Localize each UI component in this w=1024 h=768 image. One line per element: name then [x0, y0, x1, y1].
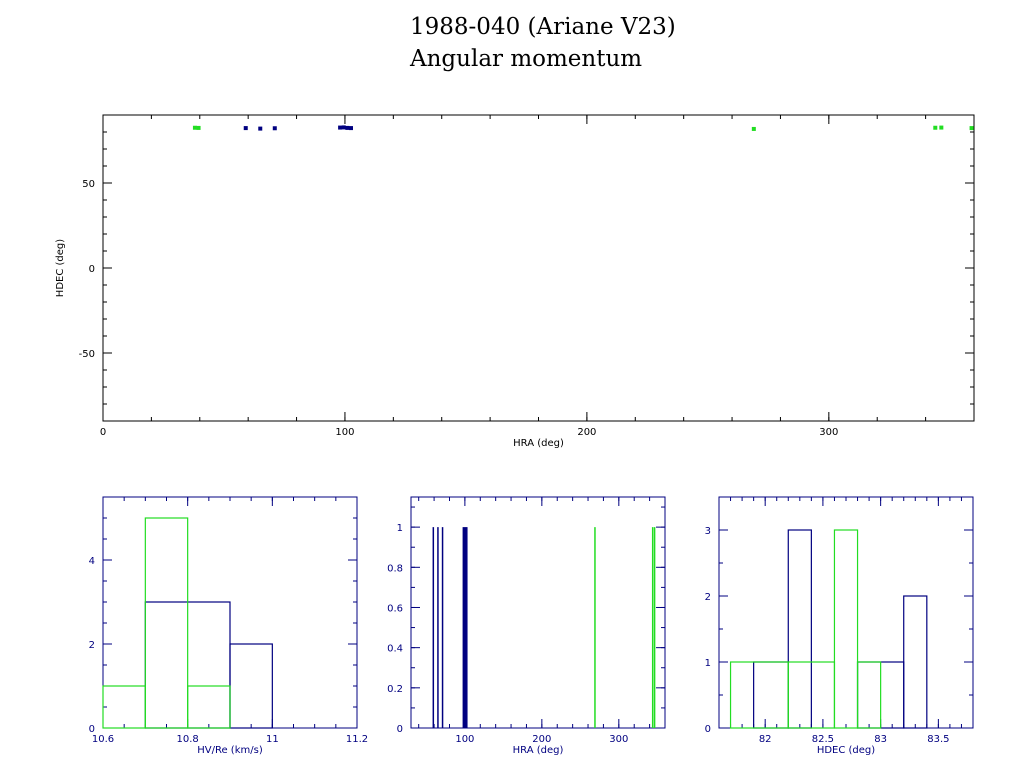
y-axis-label: HDEC (deg)	[55, 239, 66, 297]
x-tick-label: 82	[759, 734, 772, 745]
y-tick-label: 1	[705, 658, 711, 669]
y-tick-label: 0.2	[387, 684, 403, 695]
data-point	[341, 125, 346, 130]
chart-subtitle: Angular momentum	[410, 46, 643, 72]
y-tick-label: 1	[397, 523, 403, 534]
data-point	[933, 125, 938, 130]
data-point	[348, 126, 353, 131]
y-tick-label: 0	[89, 724, 95, 735]
y-tick-label: 0	[89, 264, 95, 275]
x-axis-label: HDEC (deg)	[817, 745, 875, 756]
x-tick-label: 200	[577, 427, 596, 438]
x-tick-label: 82.5	[812, 734, 834, 745]
y-tick-label: 0	[705, 724, 711, 735]
y-tick-label: 2	[705, 592, 711, 603]
y-tick-label: 2	[89, 640, 95, 651]
x-axis-label: HRA (deg)	[513, 745, 564, 756]
data-point	[338, 125, 343, 130]
histogram-bar	[903, 595, 928, 729]
data-point	[258, 126, 263, 131]
data-point	[196, 125, 201, 130]
x-tick-label: 200	[532, 734, 551, 745]
data-point	[969, 126, 974, 131]
x-tick-label: 0	[100, 427, 106, 438]
histogram-bar	[833, 529, 859, 729]
x-tick-label: 11.2	[346, 734, 368, 745]
x-tick-label: 100	[335, 427, 354, 438]
histogram-bar	[102, 685, 146, 729]
data-point	[939, 125, 944, 130]
x-tick-label: 300	[609, 734, 628, 745]
y-tick-label: 0.4	[387, 644, 403, 655]
y-tick-label: 50	[82, 179, 95, 190]
histogram-bar	[229, 643, 273, 729]
y-tick-label: 4	[89, 556, 95, 567]
x-tick-label: 11	[266, 734, 279, 745]
data-point	[272, 126, 277, 131]
plot-frame-0	[102, 114, 975, 422]
plot-frame-2	[410, 496, 666, 729]
x-axis-label: HV/Re (km/s)	[197, 745, 263, 756]
chart-title: 1988-040 (Ariane V23)	[410, 14, 676, 40]
plot-frame-3	[718, 496, 974, 729]
x-tick-label: 10.6	[92, 734, 114, 745]
data-point	[192, 125, 197, 130]
data-point	[751, 126, 756, 131]
data-point	[345, 125, 350, 130]
histogram-bar	[729, 661, 789, 729]
y-tick-label: 0	[397, 724, 403, 735]
x-tick-label: 100	[455, 734, 474, 745]
y-tick-label: 0.6	[387, 603, 403, 614]
x-tick-label: 10.8	[177, 734, 199, 745]
y-tick-label: 0.8	[387, 563, 403, 574]
histogram-bar	[856, 661, 882, 729]
histogram-bar	[787, 529, 812, 729]
histogram-bar	[753, 661, 789, 729]
y-tick-label: 3	[705, 526, 711, 537]
x-tick-label: 300	[819, 427, 838, 438]
y-tick-label: -50	[79, 349, 95, 360]
x-axis-label: HRA (deg)	[513, 438, 564, 449]
data-point	[243, 126, 248, 131]
histogram-bar	[187, 685, 231, 729]
histogram-bar	[144, 517, 189, 729]
x-tick-label: 83	[874, 734, 887, 745]
x-tick-label: 83.5	[927, 734, 949, 745]
